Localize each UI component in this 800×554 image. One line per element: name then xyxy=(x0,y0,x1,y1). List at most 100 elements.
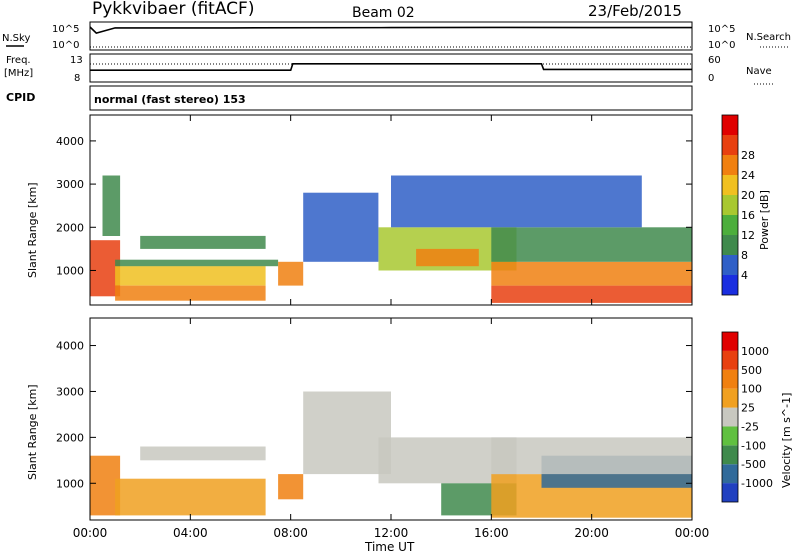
power-heatmap xyxy=(90,175,692,303)
y-tick-label: 3000 xyxy=(56,178,84,191)
x-tick-label: 16:00 xyxy=(474,526,509,540)
velocity-band xyxy=(278,474,304,500)
nsearch-tick-top: 10^5 xyxy=(708,24,735,35)
power-band xyxy=(90,240,121,297)
power-band xyxy=(140,235,266,249)
power-band xyxy=(115,285,266,301)
colorbar-tick-label: 20 xyxy=(741,189,755,202)
colorbar-swatch xyxy=(722,483,738,502)
power-band xyxy=(491,227,692,262)
x-tick-label: 04:00 xyxy=(173,526,208,540)
colorbar-swatch xyxy=(722,195,738,215)
colorbar-frame xyxy=(721,114,739,296)
y-tick-label: 1000 xyxy=(56,264,84,277)
x-tick-label: 20:00 xyxy=(574,526,609,540)
colorbar-swatch xyxy=(722,235,738,255)
y-tick-label: 4000 xyxy=(56,135,84,148)
velocity-y-axis: 1000 2000 3000 4000 xyxy=(56,340,692,490)
freq-tick-top: 13 xyxy=(70,55,83,66)
colorbar-tick-label: 24 xyxy=(741,169,755,182)
velocity-band xyxy=(491,437,692,475)
y-tick-label: 3000 xyxy=(56,385,84,398)
power-y-axis: 1000 2000 3000 4000 xyxy=(56,135,692,277)
y-tick-label: 1000 xyxy=(56,477,84,490)
x-tick-label: 12:00 xyxy=(374,526,409,540)
colorbar-tick-label: 12 xyxy=(741,229,755,242)
freq-unit: [MHz] xyxy=(4,68,33,79)
nsearch-tick-bottom: 10^0 xyxy=(708,40,735,51)
colorbar-swatch xyxy=(722,426,738,446)
velocity-cbar-label: Velocity [m s^-1] xyxy=(780,393,793,488)
velocity-heatmap xyxy=(90,391,692,518)
nave-tick-top: 60 xyxy=(708,55,721,66)
colorbar-tick-label: -100 xyxy=(741,439,766,452)
cpid-frame xyxy=(89,85,693,111)
colorbar-tick-label: 8 xyxy=(741,249,748,262)
power-band xyxy=(115,259,279,267)
cpid-value: normal (fast stereo) 153 xyxy=(94,93,246,106)
colorbar-swatch xyxy=(722,255,738,275)
freq-tick-bottom: 8 xyxy=(74,73,80,84)
date-label: 23/Feb/2015 xyxy=(588,2,682,20)
colorbar-swatch xyxy=(722,407,738,427)
beam-label: Beam 02 xyxy=(352,5,415,21)
velocity-band xyxy=(140,446,266,461)
velocity-colorbar: 1000 500 100 25 -25 -100 -500 -1000 xyxy=(721,331,773,503)
power-band xyxy=(102,175,121,236)
power-band xyxy=(491,285,692,303)
nsearch-label: N.Search xyxy=(746,32,791,43)
colorbar-tick-label: -500 xyxy=(741,458,766,471)
freq-series xyxy=(90,63,692,71)
velocity-band xyxy=(303,391,391,475)
colorbar-swatch xyxy=(722,155,738,175)
nsky-frame xyxy=(89,21,693,51)
power-band xyxy=(491,261,692,286)
colorbar-swatch xyxy=(722,332,738,351)
power-colorbar: 4 8 12 16 20 24 28 xyxy=(721,114,755,296)
colorbar-swatch xyxy=(722,388,738,408)
colorbar-swatch xyxy=(722,115,738,135)
colorbar-swatch xyxy=(722,464,738,484)
x-tick-label: 00:00 xyxy=(73,526,108,540)
velocity-band xyxy=(90,455,121,516)
nsky-tick-top: 10^5 xyxy=(52,24,79,35)
colorbar-tick-label: -1000 xyxy=(741,477,773,490)
x-tick-label: 00:00 xyxy=(675,526,710,540)
nave-tick-bottom: 0 xyxy=(708,73,714,84)
nave-label: Nave xyxy=(746,66,772,77)
time-axis-label: Time UT xyxy=(364,540,415,554)
colorbar-tick-label: 1000 xyxy=(741,345,769,358)
x-tick-label: 08:00 xyxy=(273,526,308,540)
freq-label: Freq. xyxy=(6,55,31,66)
velocity-ylabel: Slant Range [km] xyxy=(26,384,39,480)
nsky-panel: N.Sky 10^5 10^0 10^5 10^0 N.Search xyxy=(2,21,791,51)
freq-panel: Freq. [MHz] 13 8 60 0 Nave xyxy=(4,53,774,85)
nsky-label: N.Sky xyxy=(2,33,30,44)
freq-line xyxy=(90,63,692,71)
colorbar-frame xyxy=(721,331,739,503)
colorbar-swatch xyxy=(722,135,738,155)
nsky-line xyxy=(89,26,692,34)
power-panel: 1000 2000 3000 4000 Slant Range [km] 4 8 12 16… xyxy=(26,114,771,306)
colorbar-tick-label: 16 xyxy=(741,209,755,222)
cpid-panel: CPID normal (fast stereo) 153 xyxy=(6,85,693,111)
power-band xyxy=(416,248,479,267)
power-band xyxy=(391,175,642,228)
cpid-label: CPID xyxy=(6,91,35,104)
colorbar-tick-label: 500 xyxy=(741,364,762,377)
colorbar-tick-label: 4 xyxy=(741,269,748,282)
nsky-tick-bottom: 10^0 xyxy=(52,40,79,51)
velocity-band xyxy=(115,478,266,516)
colorbar-swatch xyxy=(722,369,738,389)
power-ylabel: Slant Range [km] xyxy=(26,182,39,278)
colorbar-swatch xyxy=(722,175,738,195)
nsky-series xyxy=(89,26,692,48)
colorbar-tick-label: 100 xyxy=(741,383,762,396)
colorbar-swatch xyxy=(722,445,738,465)
y-tick-label: 4000 xyxy=(56,340,84,353)
time-axis: 00:00 04:00 08:00 12:00 16:00 20:00 00:00 xyxy=(73,115,710,540)
plot-title: Pykkvibaer (fitACF) xyxy=(92,0,254,19)
colorbar-swatch xyxy=(722,215,738,235)
